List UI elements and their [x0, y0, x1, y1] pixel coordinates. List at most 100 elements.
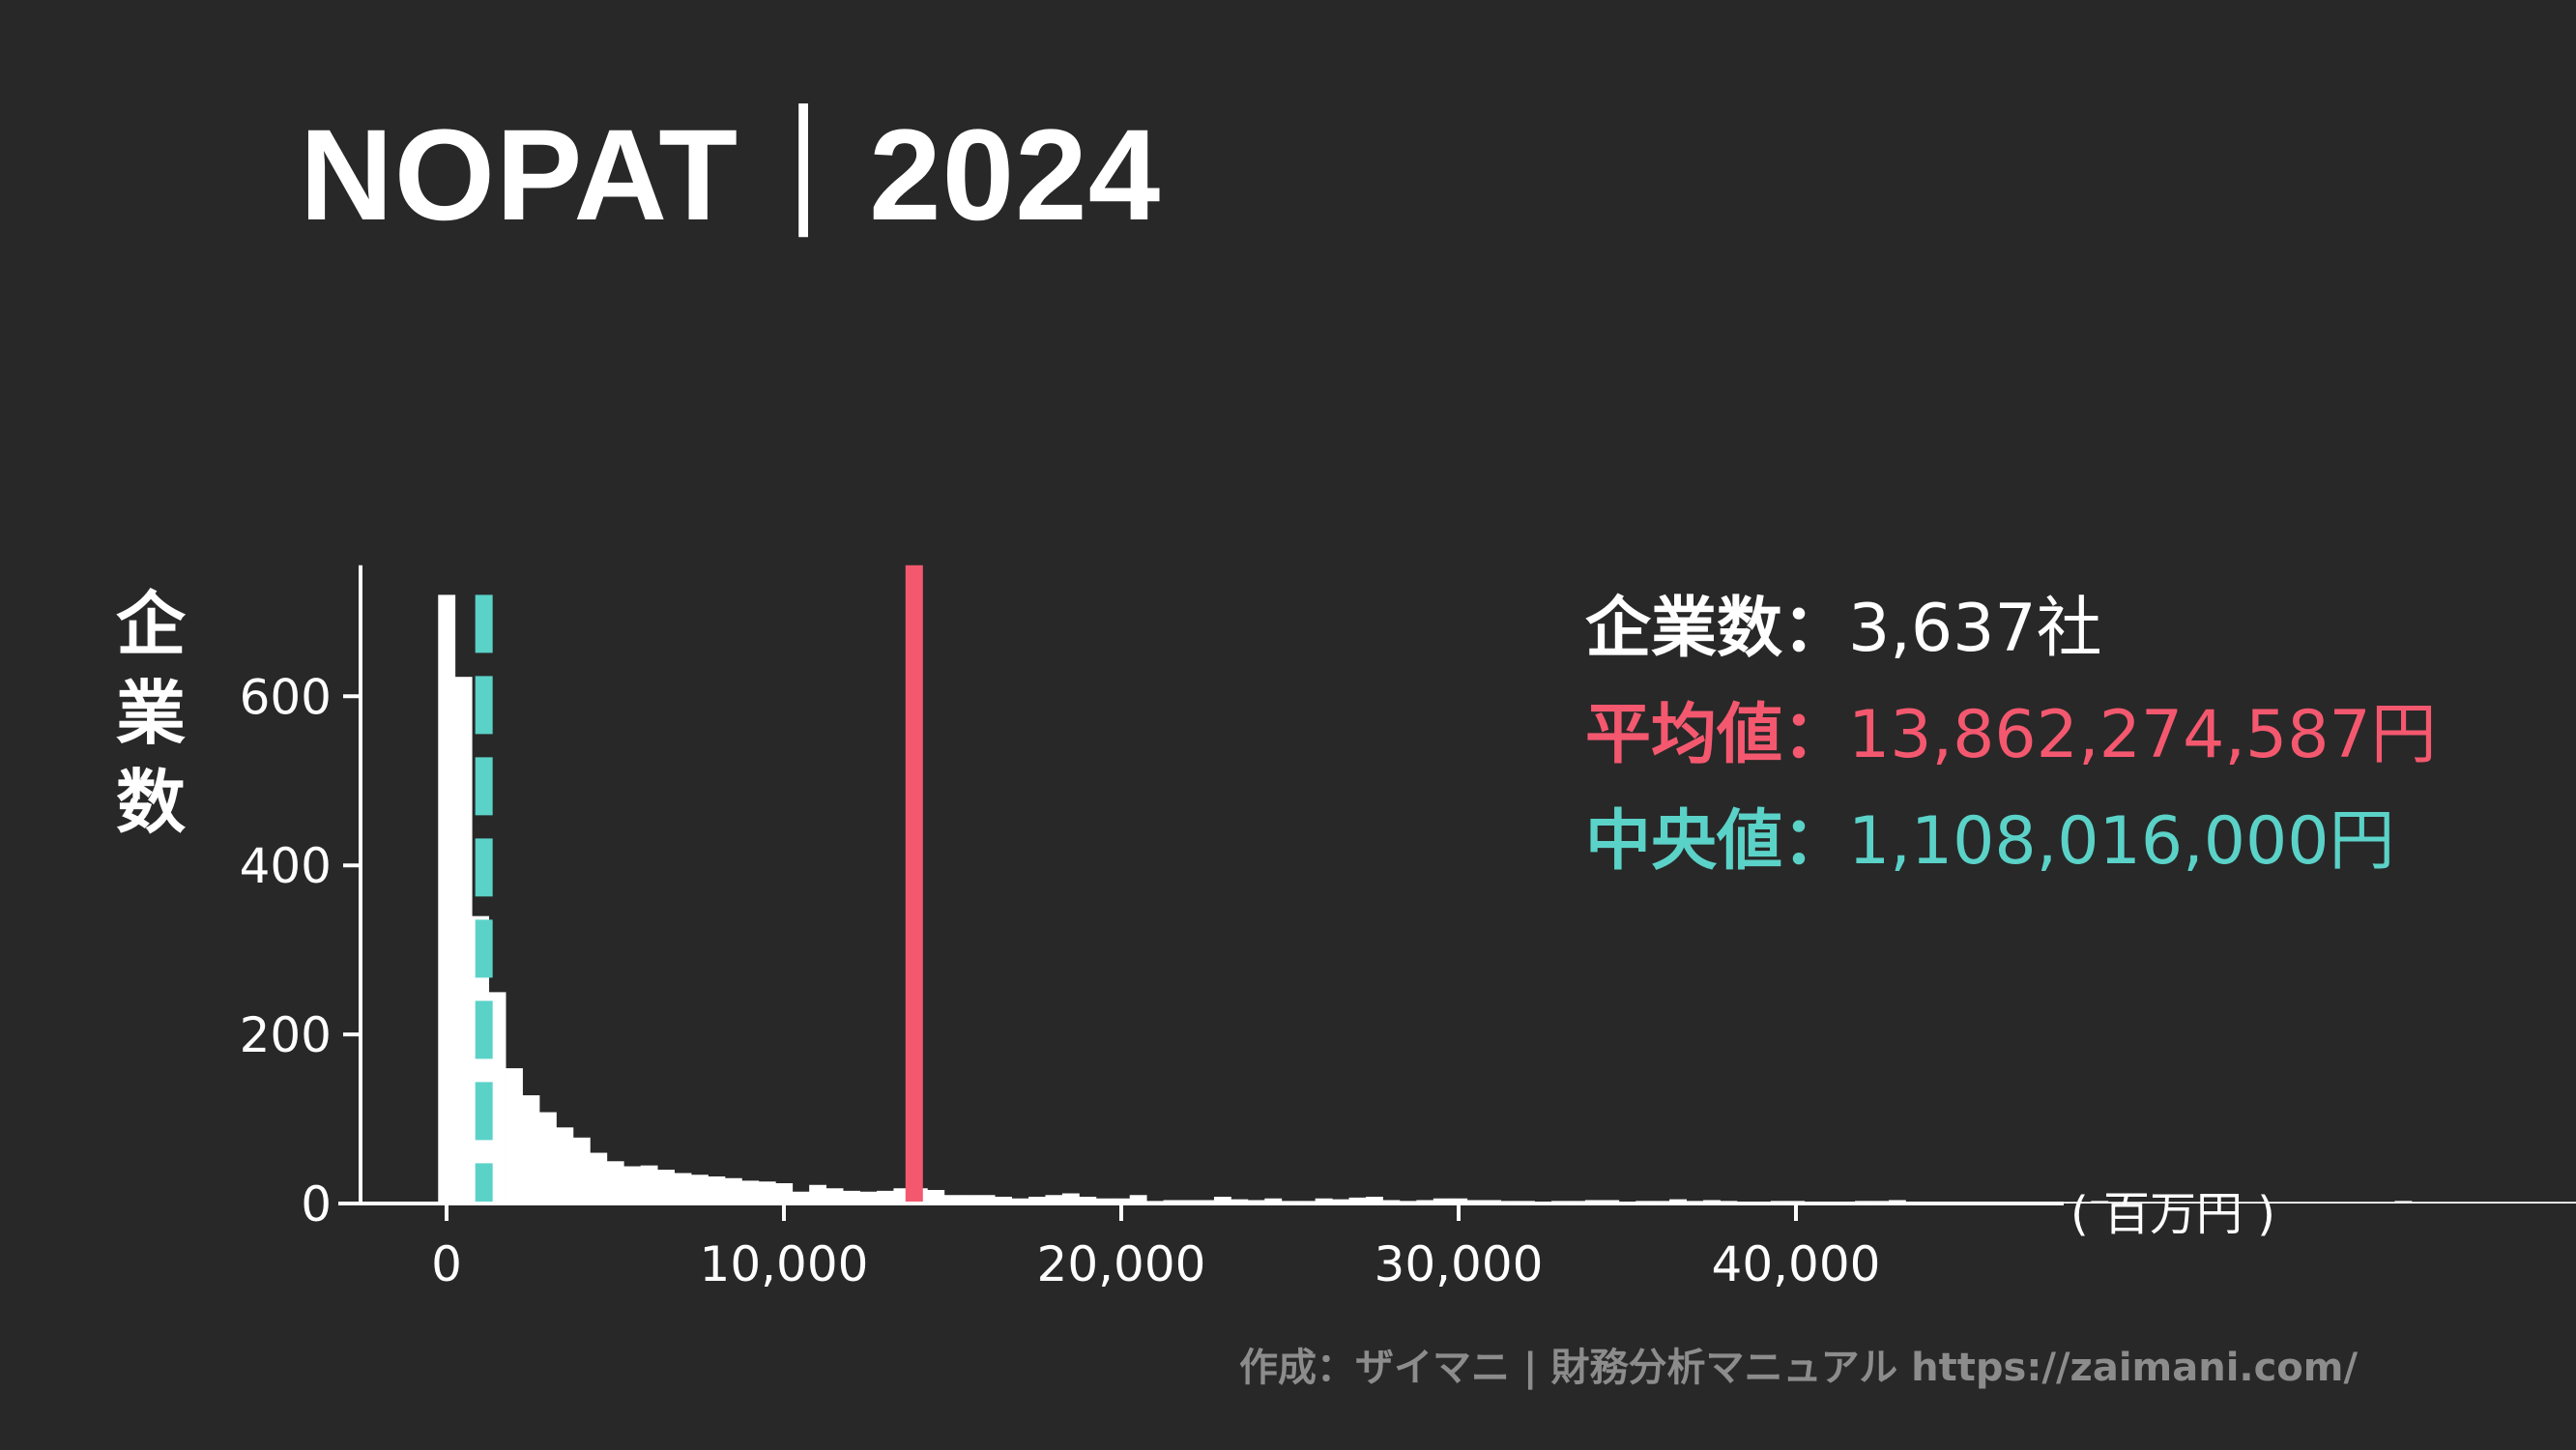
histogram-bar — [1113, 1198, 1131, 1204]
histogram-bar — [2530, 1202, 2547, 1204]
histogram-bar — [2158, 1202, 2177, 1204]
histogram-bar — [1129, 1195, 1147, 1204]
y-tick-label: 200 — [240, 1007, 332, 1063]
y-tick-label: 600 — [240, 669, 332, 725]
histogram-bar — [2310, 1202, 2329, 1204]
histogram-bar — [572, 1137, 591, 1204]
histogram-bar — [674, 1173, 692, 1204]
histogram-bar — [1011, 1198, 1029, 1204]
histogram-bar — [775, 1183, 794, 1204]
histogram-bar — [2327, 1202, 2345, 1204]
histogram-bar — [657, 1170, 675, 1204]
histogram-bar — [2073, 1202, 2092, 1204]
histogram-bar — [640, 1165, 658, 1204]
histogram-bar — [1230, 1199, 1249, 1204]
histogram-bar — [2546, 1202, 2564, 1204]
histogram-bar — [961, 1195, 979, 1204]
x-axis-unit-label: ( 百万円 ) — [2070, 1187, 2275, 1241]
histogram-bar — [2496, 1202, 2514, 1204]
histogram-bar — [1348, 1197, 1367, 1204]
reference-lines — [475, 565, 923, 1204]
histogram-bar — [825, 1188, 844, 1204]
histogram-bar — [2293, 1202, 2311, 1204]
histogram-bar — [741, 1180, 760, 1204]
histogram-bar — [2057, 1202, 2075, 1204]
median-value: 1,108,016,000円 — [1848, 803, 2395, 880]
y-tick-label: 0 — [301, 1176, 332, 1232]
histogram-bar — [2478, 1202, 2497, 1204]
histogram-bar — [2225, 1202, 2243, 1204]
histogram-bar — [2344, 1202, 2361, 1204]
histogram-bar — [2462, 1202, 2480, 1204]
histogram-bar — [691, 1174, 709, 1204]
histogram-bar — [1095, 1198, 1114, 1204]
histogram-bar — [506, 1068, 523, 1204]
histogram-bar — [2445, 1202, 2463, 1204]
x-tick-label: 10,000 — [700, 1236, 869, 1292]
histogram-bar — [2091, 1201, 2109, 1204]
histogram-bar — [1264, 1198, 1283, 1204]
histogram-bar — [943, 1195, 962, 1204]
histogram-bar — [1028, 1197, 1046, 1204]
histogram-bar — [2125, 1202, 2143, 1204]
y-axis-label: 企業数 — [106, 580, 195, 847]
histogram-bar — [1045, 1195, 1063, 1204]
histogram-bar — [1450, 1198, 1468, 1204]
histogram-bar — [1315, 1198, 1333, 1204]
x-tick-label: 40,000 — [1712, 1236, 1881, 1292]
mean-value: 13,862,274,587円 — [1848, 697, 2437, 773]
histogram-bar — [1366, 1197, 1383, 1204]
histogram-bar — [2512, 1202, 2531, 1204]
histogram-bar — [454, 677, 473, 1204]
histogram-bar — [843, 1190, 860, 1204]
company-count-label: 企業数： — [1585, 591, 1849, 667]
histogram-bar — [1061, 1193, 1080, 1204]
histogram-bar — [488, 992, 507, 1204]
histogram-bar — [1079, 1197, 1097, 1204]
histogram-bar — [2428, 1202, 2446, 1204]
chart-title: NOPAT｜2024 — [300, 103, 1162, 247]
x-tick-label: 0 — [431, 1236, 462, 1292]
histogram-bar — [724, 1177, 742, 1204]
histogram-bar — [2360, 1202, 2379, 1204]
histogram-bar — [2378, 1202, 2395, 1204]
histogram-bar — [2259, 1202, 2277, 1204]
histogram-bar — [792, 1191, 810, 1204]
histogram-bar — [977, 1195, 996, 1204]
histogram-bar — [1213, 1197, 1231, 1204]
company-count-value: 3,637社 — [1848, 591, 2102, 667]
mean-label: 平均値： — [1585, 697, 1849, 773]
histogram-bar — [708, 1176, 726, 1204]
histogram-bar — [2209, 1202, 2227, 1204]
histogram-bar — [2562, 1202, 2576, 1204]
histogram-bar — [590, 1152, 608, 1204]
credit-text: 作成：ザイマニ | 財務分析マニュアル https://zaimani.com/ — [1239, 1346, 2359, 1390]
histogram-bar — [522, 1095, 540, 1204]
histogram-bar — [1433, 1198, 1451, 1204]
x-tick-label: 20,000 — [1037, 1236, 1206, 1292]
histogram-bar — [538, 1112, 557, 1204]
histogram-bar — [2394, 1201, 2413, 1204]
histogram-bar — [758, 1181, 776, 1204]
median-row: 中央値：1,108,016,000円 — [1585, 789, 2437, 895]
stats-panel: 企業数：3,637社 平均値：13,862,274,587円 中央値：1,108… — [1585, 576, 2437, 895]
x-tick-label: 30,000 — [1375, 1236, 1544, 1292]
histogram-bar — [2276, 1202, 2295, 1204]
company-count-row: 企業数：3,637社 — [1585, 576, 2437, 682]
histogram-bar — [556, 1127, 574, 1204]
histogram-bar — [1332, 1199, 1349, 1204]
histogram-bar — [1669, 1199, 1687, 1204]
histogram-bar — [606, 1161, 624, 1204]
histogram-bar — [876, 1190, 894, 1204]
mean-row: 平均値：13,862,274,587円 — [1585, 682, 2437, 789]
histogram-bar — [2107, 1202, 2126, 1204]
histogram-bar — [995, 1197, 1012, 1204]
histogram-bar — [2243, 1202, 2261, 1204]
histogram-bar — [809, 1184, 827, 1204]
histogram-bar — [927, 1190, 945, 1204]
histogram-bar — [859, 1191, 878, 1204]
histogram-bar — [438, 594, 456, 1204]
chart-axes: 0 200 400 600 0 10,000 20,000 30,000 40,000 — [240, 565, 2064, 1292]
histogram-bar — [623, 1166, 642, 1204]
